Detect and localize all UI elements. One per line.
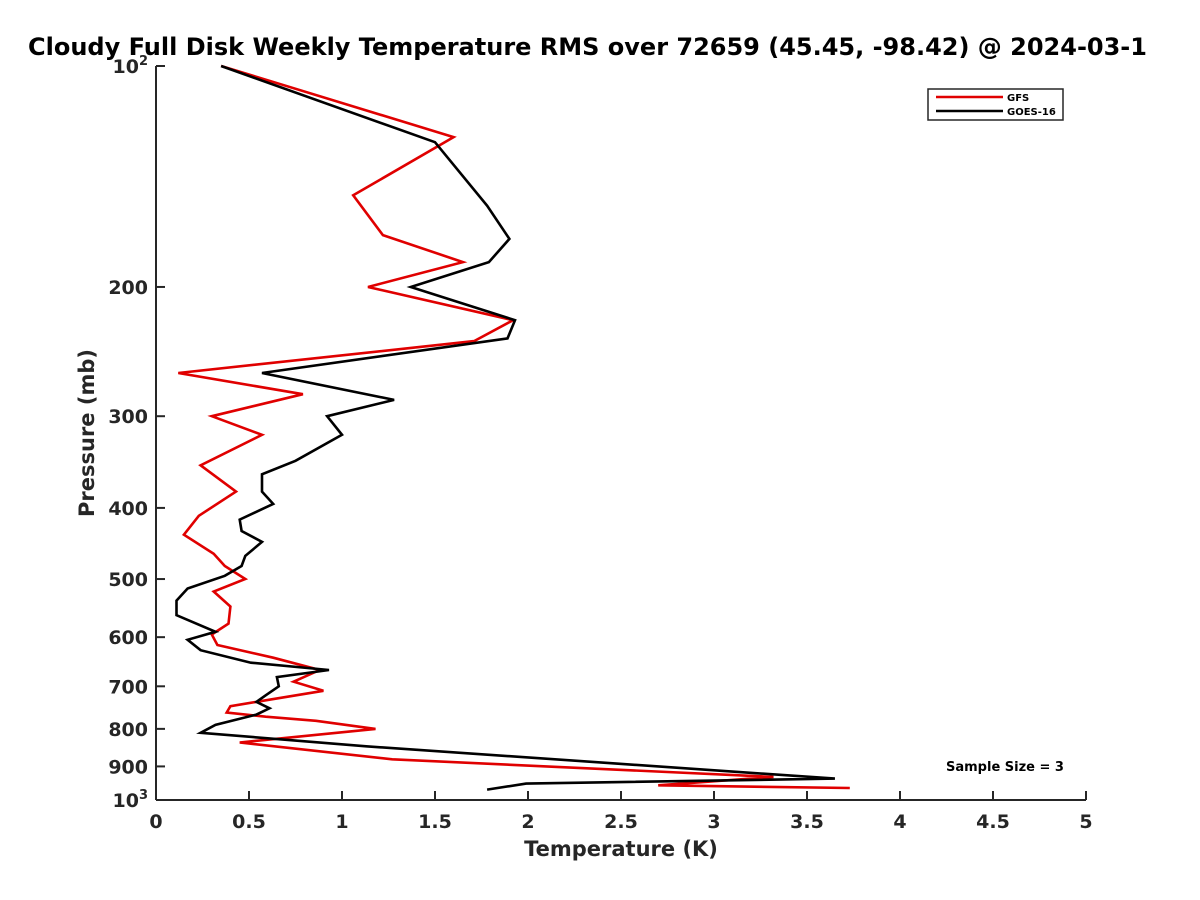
y-tick-label: 102 (113, 54, 149, 78)
series-line-goes-16 (175, 64, 835, 791)
chart-title: Cloudy Full Disk Weekly Temperature RMS … (28, 33, 1147, 61)
x-tick-label: 1.5 (418, 811, 452, 833)
legend-label-gfs: GFS (1007, 93, 1029, 104)
sample-size-annotation: Sample Size = 3 (946, 760, 1064, 775)
series-line-gfs (178, 64, 850, 790)
y-tick-label: 400 (108, 498, 148, 520)
x-tick-label: 2 (521, 811, 534, 833)
x-tick-label: 4 (893, 811, 906, 833)
x-axis-label: Temperature (K) (524, 837, 718, 861)
x-tick-label: 5 (1079, 811, 1092, 833)
axes (155, 66, 1086, 801)
y-tick-label: 800 (108, 719, 148, 741)
y-tick-label: 500 (108, 569, 148, 591)
x-tick-label: 1 (335, 811, 348, 833)
y-ticks: 102 200 300 400 500 600 700 800 900 103 (108, 54, 165, 812)
x-tick-label: 0.5 (232, 811, 266, 833)
x-tick-label: 3 (707, 811, 720, 833)
y-tick-label: 700 (108, 676, 148, 698)
y-tick-label: 103 (113, 788, 149, 812)
y-tick-label: 900 (108, 756, 148, 778)
x-tick-label: 2.5 (604, 811, 638, 833)
x-tick-label: 3.5 (790, 811, 824, 833)
legend-box (927, 88, 1064, 121)
series-layer (175, 64, 850, 791)
y-axis-label: Pressure (mb) (75, 349, 99, 517)
x-ticks: 0 0.5 1 1.5 2 2.5 3 3.5 4 4.5 5 (149, 791, 1093, 833)
x-tick-label: 4.5 (976, 811, 1010, 833)
y-tick-label: 300 (108, 406, 148, 428)
y-tick-label: 200 (108, 277, 148, 299)
y-tick-label: 600 (108, 627, 148, 649)
legend-label-goes-16: GOES-16 (1007, 107, 1056, 118)
x-tick-label: 0 (149, 811, 162, 833)
legend: GFS GOES-16 (927, 88, 1064, 121)
